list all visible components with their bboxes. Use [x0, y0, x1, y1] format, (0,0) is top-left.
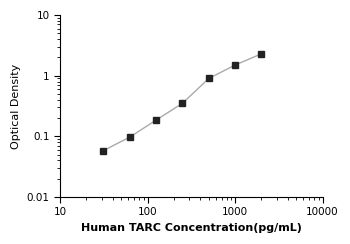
Y-axis label: Optical Density: Optical Density [11, 63, 21, 149]
X-axis label: Human TARC Concentration(pg/mL): Human TARC Concentration(pg/mL) [81, 223, 302, 233]
